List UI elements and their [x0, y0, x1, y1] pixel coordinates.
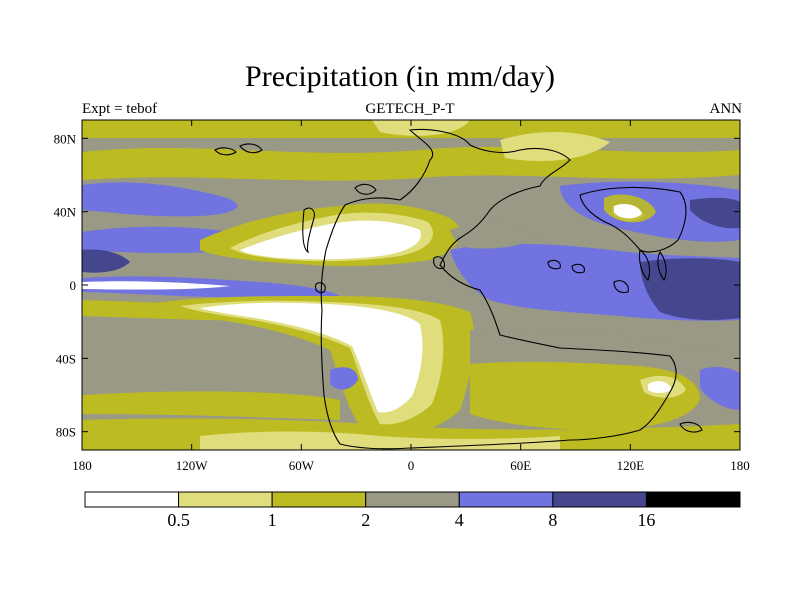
x-axis: 180 120W 60W 0 60E 120E 180 [72, 120, 750, 473]
island-coastline [239, 143, 263, 154]
precip-region [82, 281, 230, 290]
experiment-label: Expt = tebof [82, 101, 158, 117]
island-coastline [314, 282, 326, 294]
colorbar-label: 16 [637, 510, 655, 530]
colorbar-label: 4 [455, 510, 464, 530]
precip-region [82, 226, 230, 254]
north-china-block [579, 186, 687, 253]
island-coastline [613, 280, 629, 294]
island-coastline [214, 147, 237, 156]
island-coastline [433, 256, 445, 270]
x-tick-label: 60W [289, 458, 315, 473]
island-coastline [679, 421, 703, 433]
island-coastline [354, 183, 377, 195]
x-tick-label: 120E [617, 458, 645, 473]
colorbar-swatch [365, 491, 460, 508]
x-tick-label: 120W [176, 458, 209, 473]
colorbar: 0.5 1 2 4 8 16 [84, 491, 741, 530]
precip-region [82, 182, 238, 217]
precip-region [690, 197, 740, 229]
colorbar-label: 0.5 [167, 510, 190, 530]
precip-region [614, 203, 642, 219]
island-coastline [657, 250, 667, 282]
y-tick-label: 80S [56, 425, 76, 440]
colorbar-swatch [645, 491, 741, 508]
y-axis: 80N 40N 0 40S 80S [54, 131, 740, 440]
season-label: ANN [709, 101, 743, 117]
island-coastline [302, 207, 315, 254]
dataset-label: GETECH_P-T [365, 101, 455, 117]
colorbar-swatch [178, 491, 273, 508]
island-coastline [547, 259, 561, 270]
colorbar-label: 1 [268, 510, 277, 530]
island-coastline [638, 249, 651, 282]
colorbar-swatch [271, 491, 367, 508]
precipitation-map [82, 120, 740, 450]
colorbar-swatch [458, 491, 554, 508]
precip-region [200, 302, 423, 413]
precip-region [82, 391, 340, 420]
precip-region [640, 258, 740, 320]
precip-region [330, 367, 358, 390]
x-tick-label: 60E [510, 458, 531, 473]
y-tick-label: 40N [54, 205, 77, 220]
x-tick-label: 180 [730, 458, 750, 473]
precip-region [82, 146, 740, 181]
chart-title: Precipitation (in mm/day) [245, 60, 555, 93]
colorbar-label: 2 [361, 510, 370, 530]
y-tick-label: 40S [56, 351, 76, 366]
precip-region [500, 131, 610, 162]
colorbar-swatch [84, 491, 180, 508]
x-tick-label: 0 [408, 458, 415, 473]
precip-region [470, 361, 700, 430]
y-tick-label: 80N [54, 131, 77, 146]
precip-region [648, 381, 672, 393]
coastlines [214, 129, 703, 450]
precip-region [82, 249, 130, 273]
x-tick-label: 180 [72, 458, 92, 473]
y-tick-label: 0 [70, 278, 77, 293]
colorbar-swatch [552, 491, 647, 508]
precip-region [700, 367, 740, 410]
pangea-coastline [320, 129, 677, 450]
colorbar-label: 8 [548, 510, 557, 530]
island-coastline [571, 263, 585, 274]
precip-region [240, 220, 421, 260]
